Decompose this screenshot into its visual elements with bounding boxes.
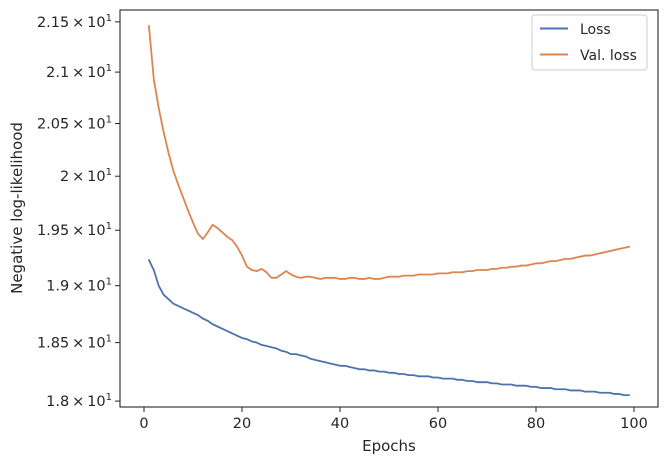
plot-background: [120, 10, 658, 407]
legend: Loss Val. loss: [531, 14, 648, 71]
y-tick-label: 1.8 × 101: [46, 392, 112, 410]
y-tick-label: 1.95 × 101: [37, 221, 112, 239]
x-tick-label: 40: [331, 416, 349, 432]
y-axis: 1.8 × 101 1.85 × 101 1.9 × 101 1.95 × 101 2 …: [37, 13, 120, 410]
x-tick-label: 100: [620, 416, 648, 432]
y-tick-label: 2.1 × 101: [46, 63, 112, 81]
y-tick-label: 1.85 × 101: [37, 334, 112, 352]
plot-frame: [119, 9, 659, 408]
x-tick-label: 0: [139, 416, 148, 432]
y-tick-label: 2.05 × 101: [37, 115, 112, 133]
y-tick-label: 1.9 × 101: [46, 277, 112, 295]
series-line-val-loss: [148, 24, 630, 280]
y-axis-label: Negative log-likelihood: [8, 122, 26, 294]
y-tick-label: 2.15 × 101: [37, 13, 112, 31]
legend-label-loss: Loss: [580, 22, 611, 38]
y-tick-label: 2 × 101: [60, 167, 112, 185]
series-layer: [148, 24, 630, 397]
series-line-loss: [148, 259, 630, 397]
x-axis: 0 20 40 60 80 100: [139, 407, 648, 432]
x-axis-label: Epochs: [362, 437, 416, 455]
x-tick-label: 20: [233, 416, 251, 432]
x-tick-label: 60: [429, 416, 447, 432]
x-tick-label: 80: [527, 416, 545, 432]
legend-label-val-loss: Val. loss: [580, 48, 637, 64]
